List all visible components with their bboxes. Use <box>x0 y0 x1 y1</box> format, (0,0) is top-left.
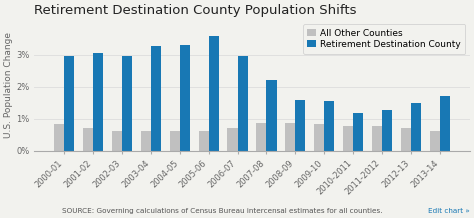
Bar <box>93 53 103 151</box>
Bar <box>112 131 122 151</box>
Bar <box>401 128 411 151</box>
Bar <box>122 56 132 151</box>
Bar <box>83 128 93 151</box>
Bar <box>228 128 237 151</box>
Text: SOURCE: Governing calculations of Census Bureau intercensal estimates for all co: SOURCE: Governing calculations of Census… <box>62 208 382 214</box>
Bar <box>382 110 392 151</box>
Bar <box>209 36 219 151</box>
Bar <box>372 126 382 151</box>
Text: Retirement Destination County Population Shifts: Retirement Destination County Population… <box>34 4 356 17</box>
Bar <box>64 56 74 151</box>
Y-axis label: U.S. Population Change: U.S. Population Change <box>4 32 13 138</box>
Legend: All Other Counties, Retirement Destination County: All Other Counties, Retirement Destinati… <box>303 24 465 54</box>
Bar <box>199 131 209 151</box>
Bar <box>237 56 248 151</box>
Bar <box>54 124 64 151</box>
Bar <box>141 131 151 151</box>
Bar <box>324 101 334 151</box>
Bar <box>411 103 421 151</box>
Bar <box>151 46 161 151</box>
Bar <box>170 131 180 151</box>
Bar <box>285 123 295 151</box>
Bar <box>266 80 277 151</box>
Bar <box>314 124 324 151</box>
Bar <box>430 131 440 151</box>
Bar <box>256 123 266 151</box>
Bar <box>343 126 353 151</box>
Bar <box>353 113 363 151</box>
Text: Edit chart »: Edit chart » <box>428 208 469 214</box>
Bar <box>295 100 305 151</box>
Bar <box>180 45 190 151</box>
Bar <box>440 96 450 151</box>
